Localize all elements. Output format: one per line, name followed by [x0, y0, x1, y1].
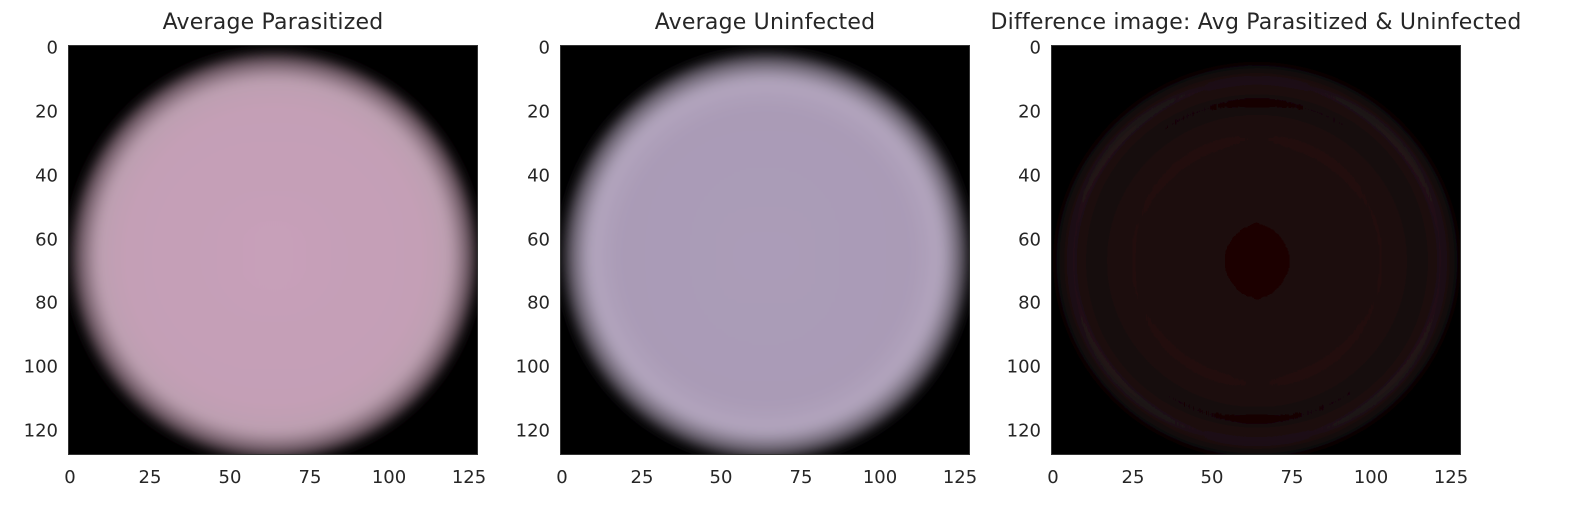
- y-tick-label: 100: [515, 356, 550, 378]
- x-tick-label: 100: [1353, 467, 1389, 488]
- x-tick-label: 50: [218, 467, 242, 488]
- y-tick-label: 120: [23, 420, 58, 442]
- y-tick-label: 0: [538, 37, 550, 59]
- x-tick-label: 25: [630, 467, 654, 488]
- x-tick-label: 100: [371, 467, 407, 488]
- x-tick-label: 75: [789, 467, 813, 488]
- image-plot-area: [68, 45, 478, 455]
- y-tick-label: 0: [46, 37, 58, 59]
- y-tick-label: 100: [1006, 356, 1041, 378]
- x-tick-label: 25: [138, 467, 162, 488]
- x-tick-label: 0: [1047, 467, 1059, 488]
- y-tick-label: 40: [1018, 165, 1041, 187]
- y-tick-label: 20: [527, 101, 550, 123]
- y-tick-label: 80: [35, 292, 58, 314]
- y-tick-label: 40: [35, 165, 58, 187]
- y-tick-label: 20: [35, 101, 58, 123]
- y-tick-label: 120: [515, 420, 550, 442]
- x-tick-label: 100: [862, 467, 898, 488]
- x-tick-label: 50: [709, 467, 733, 488]
- x-tick-label: 125: [1433, 467, 1469, 488]
- image-plot-area: [560, 45, 970, 455]
- cell-blob: [561, 51, 969, 454]
- x-tick-label: 0: [64, 467, 76, 488]
- cell-image: [561, 46, 969, 454]
- x-tick-label: 50: [1200, 467, 1224, 488]
- x-tick-label: 75: [1280, 467, 1304, 488]
- y-tick-label: 60: [527, 229, 550, 251]
- x-tick-label: 25: [1121, 467, 1145, 488]
- y-tick-label: 100: [23, 356, 58, 378]
- cell-blob: [69, 51, 477, 454]
- y-tick-label: 40: [527, 165, 550, 187]
- y-tick-label: 0: [1029, 37, 1041, 59]
- x-tick-label: 125: [942, 467, 978, 488]
- cell-image: [1052, 46, 1460, 454]
- x-tick-label: 0: [556, 467, 568, 488]
- chart-title: Average Uninfected: [654, 10, 876, 35]
- y-tick-label: 60: [35, 229, 58, 251]
- image-plot-area: [1051, 45, 1461, 455]
- x-tick-label: 125: [451, 467, 487, 488]
- cell-blob: [1057, 66, 1457, 454]
- chart-title: Difference image: Avg Parasitized & Unin…: [990, 10, 1522, 35]
- x-tick-label: 75: [298, 467, 322, 488]
- y-tick-label: 80: [1018, 292, 1041, 314]
- y-tick-label: 80: [527, 292, 550, 314]
- y-tick-label: 60: [1018, 229, 1041, 251]
- y-tick-label: 120: [1006, 420, 1041, 442]
- cell-image: [69, 46, 477, 454]
- y-tick-label: 20: [1018, 101, 1041, 123]
- chart-title: Average Parasitized: [162, 10, 384, 35]
